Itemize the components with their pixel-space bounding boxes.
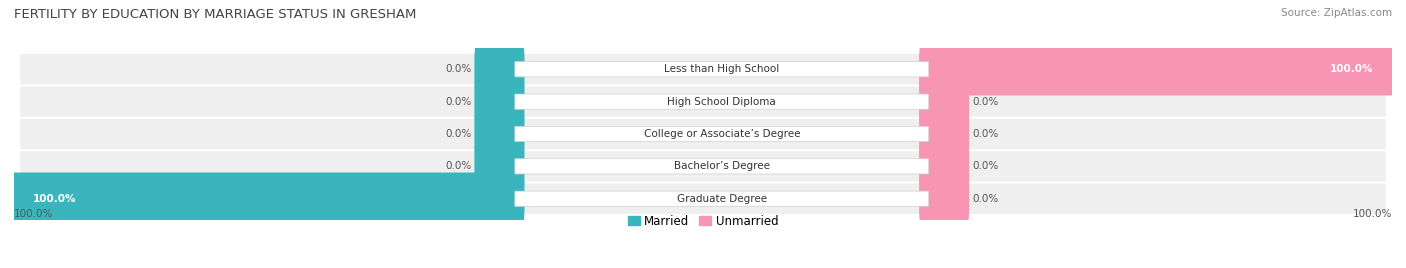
Text: 0.0%: 0.0% [446,129,471,139]
Legend: Married, Unmarried: Married, Unmarried [628,215,778,228]
Text: Source: ZipAtlas.com: Source: ZipAtlas.com [1281,8,1392,18]
FancyBboxPatch shape [474,43,524,95]
FancyBboxPatch shape [515,159,929,174]
FancyBboxPatch shape [20,184,1386,214]
FancyBboxPatch shape [20,86,1386,117]
Text: Less than High School: Less than High School [664,64,779,74]
Text: Bachelor’s Degree: Bachelor’s Degree [673,161,770,171]
Text: 0.0%: 0.0% [446,97,471,107]
Text: 0.0%: 0.0% [446,161,471,171]
FancyBboxPatch shape [20,151,1386,182]
FancyBboxPatch shape [20,119,1386,149]
FancyBboxPatch shape [920,75,969,128]
Text: 100.0%: 100.0% [1353,209,1392,219]
FancyBboxPatch shape [515,94,929,109]
FancyBboxPatch shape [474,108,524,160]
FancyBboxPatch shape [20,54,1386,84]
Text: 0.0%: 0.0% [973,194,998,204]
FancyBboxPatch shape [474,75,524,128]
Text: College or Associate’s Degree: College or Associate’s Degree [644,129,800,139]
Text: 100.0%: 100.0% [32,194,76,204]
FancyBboxPatch shape [920,173,969,225]
FancyBboxPatch shape [920,140,969,193]
Text: 100.0%: 100.0% [1330,64,1374,74]
FancyBboxPatch shape [515,62,929,77]
FancyBboxPatch shape [920,43,1395,95]
Text: 0.0%: 0.0% [446,64,471,74]
FancyBboxPatch shape [515,126,929,142]
FancyBboxPatch shape [11,173,524,225]
Text: 0.0%: 0.0% [973,129,998,139]
FancyBboxPatch shape [474,140,524,193]
Text: 100.0%: 100.0% [14,209,53,219]
Text: 0.0%: 0.0% [973,161,998,171]
Text: High School Diploma: High School Diploma [668,97,776,107]
FancyBboxPatch shape [515,191,929,206]
Text: FERTILITY BY EDUCATION BY MARRIAGE STATUS IN GRESHAM: FERTILITY BY EDUCATION BY MARRIAGE STATU… [14,8,416,21]
FancyBboxPatch shape [920,108,969,160]
Text: 0.0%: 0.0% [973,97,998,107]
Text: Graduate Degree: Graduate Degree [676,194,766,204]
